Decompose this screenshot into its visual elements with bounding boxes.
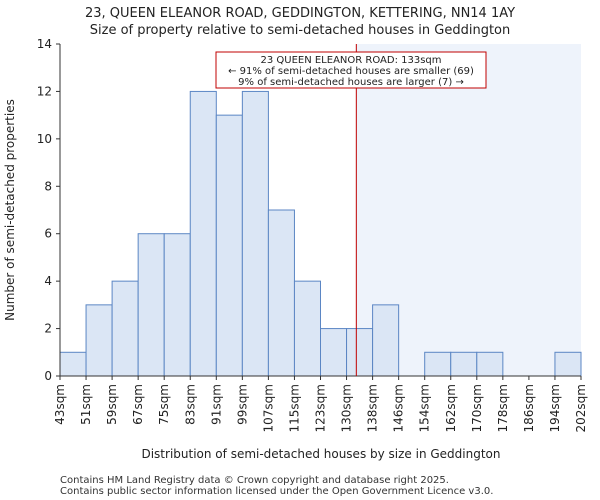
bar-59sqm [111,280,139,377]
x-tick-label-51sqm: 51sqm [79,384,93,425]
x-tick-label-202sqm: 202sqm [574,384,588,432]
x-tick-label-75sqm: 75sqm [157,384,171,425]
bar-67sqm [137,233,165,377]
chart-subtitle: Size of property relative to semi-detach… [90,23,511,38]
x-tick-label-91sqm: 91sqm [209,384,223,425]
x-tick-label-67sqm: 67sqm [131,384,145,425]
y-tick-label-10: 10 [37,132,52,146]
x-axis-label: Distribution of semi-detached houses by … [141,447,500,461]
x-tick-label-107sqm: 107sqm [261,384,275,432]
bar-83sqm [189,90,217,377]
x-tick-label-194sqm: 194sqm [548,384,562,432]
bar-138sqm [372,304,400,377]
x-tick-label-138sqm: 138sqm [366,384,380,432]
x-tick-label-146sqm: 146sqm [392,384,406,432]
bar-154sqm [424,351,452,377]
x-tick-label-43sqm: 43sqm [53,384,67,425]
bar-51sqm [85,304,113,377]
bar-75sqm [163,233,191,377]
y-tick-label-12: 12 [37,84,52,98]
bar-170sqm [476,351,504,377]
y-axis-label: Number of semi-detached properties [3,99,17,321]
y-tick-label-8: 8 [44,179,52,193]
x-tick-label-115sqm: 115sqm [287,384,301,432]
y-tick-label-4: 4 [44,274,52,288]
bar-162sqm [450,351,478,377]
footer-line-1: Contains HM Land Registry data © Crown c… [60,475,449,486]
x-tick-label-123sqm: 123sqm [314,384,328,432]
x-tick-label-59sqm: 59sqm [105,384,119,425]
x-tick-label-154sqm: 154sqm [418,384,432,432]
x-tick-label-178sqm: 178sqm [496,384,510,432]
annotation-box [215,51,487,89]
bar-107sqm [267,209,295,377]
y-tick-label-14: 14 [37,37,52,51]
bar-115sqm [293,280,322,377]
bar-91sqm [215,114,243,377]
annotation-line-2: ← 91% of semi-detached houses are smalle… [228,66,474,77]
annotation-line-1: 23 QUEEN ELEANOR ROAD: 133sqm [260,55,441,66]
y-tick-label-2: 2 [44,322,52,336]
bar-123sqm [320,328,348,377]
x-tick-label-186sqm: 186sqm [522,384,536,432]
x-tick-label-162sqm: 162sqm [444,384,458,432]
bar-130sqm [346,328,374,377]
y-tick-label-6: 6 [44,227,52,241]
x-tick-label-83sqm: 83sqm [183,384,197,425]
bar-99sqm [241,90,269,377]
x-tick-label-170sqm: 170sqm [470,384,484,432]
plot-area: 0 2 4 6 8 10 12 14 43sqm 51sqm 59sqm 67sqm 75sqm 83sq… [37,37,588,432]
bar-194sqm [554,351,582,377]
x-tick-label-130sqm: 130sqm [340,384,354,432]
footer-line-2: Contains public sector information licen… [60,486,493,497]
y-tick-label-0: 0 [44,369,52,383]
annotation-line-3: 9% of semi-detached houses are larger (7… [238,77,464,88]
bar-43sqm [59,351,87,377]
chart-title: 23, QUEEN ELEANOR ROAD, GEDDINGTON, KETT… [85,6,515,21]
x-tick-label-99sqm: 99sqm [235,384,249,425]
